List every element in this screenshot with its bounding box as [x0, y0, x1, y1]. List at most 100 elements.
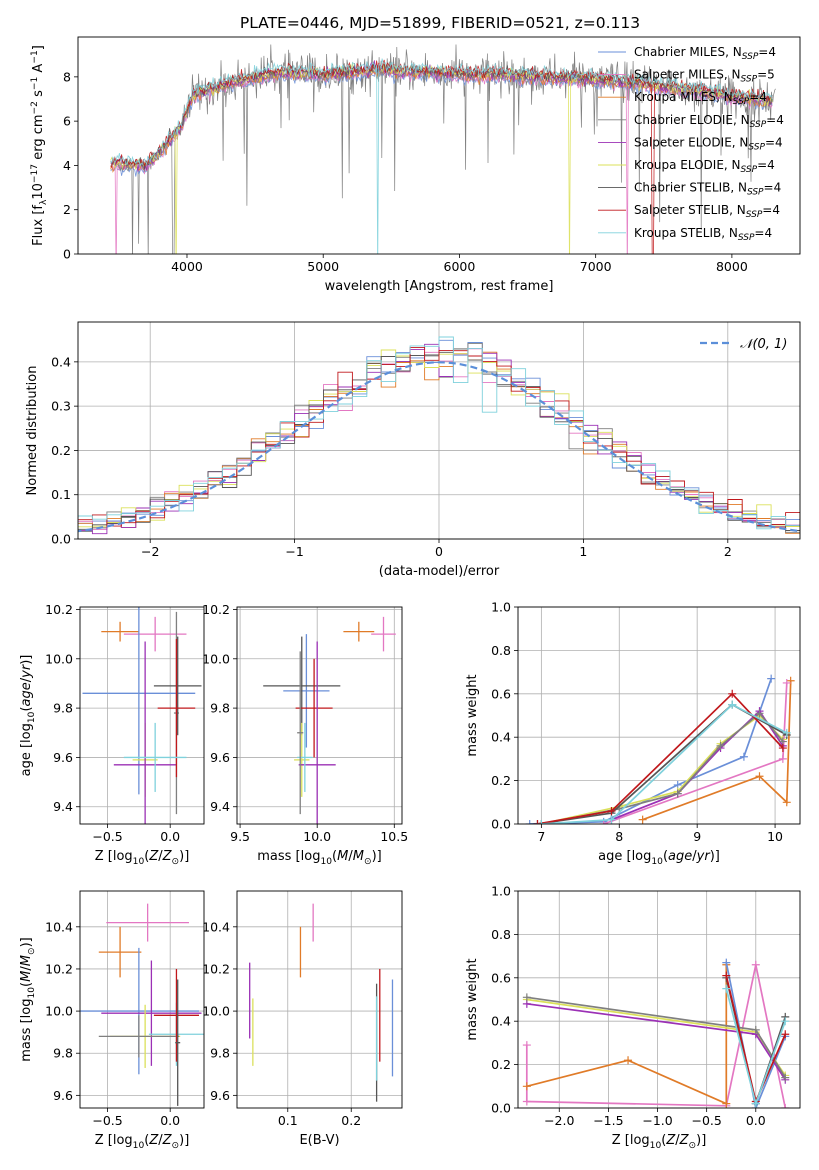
y-tick-label: 0.6 [491, 970, 511, 985]
data-point-marker [781, 1030, 790, 1039]
x-tick-label: 8000 [716, 259, 748, 274]
x-tick-label: 7000 [580, 259, 612, 274]
axes-frame [517, 606, 801, 825]
x-tick-label: 4000 [171, 259, 203, 274]
y-tick-label: 10.0 [45, 1004, 73, 1019]
x-tick-label: 0.1 [278, 1113, 298, 1128]
series-line [537, 703, 788, 824]
y-tick-label: 1.0 [491, 600, 511, 615]
y-tick-label: 0.4 [51, 354, 71, 369]
y-axis-label: Flux [fλ​10−17​ erg cm−2​ s−1​ A−1​] [30, 45, 49, 246]
data-point-marker [722, 984, 731, 993]
panel-mass-weight-vs-Z: −2.0 −1.5 −1.0 −0.5 0.0 0.0 0.2 0.4 0.6 0.8 1.0 Z [… [465, 884, 801, 1151]
series-line [525, 964, 787, 1108]
y-tick-label: 0.2 [51, 443, 71, 458]
panel-mass-vs-EBV: 0.1 0.2 9.6 9.8 10.0 10.2 10.4 E(B-V) [202, 890, 403, 1148]
data-point-marker [522, 1082, 531, 1091]
y-tick-label: 2 [63, 202, 71, 217]
x-tick-label: 9 [693, 829, 701, 844]
y-tick-label: 10.2 [202, 602, 230, 617]
axes-frame [77, 36, 801, 255]
x-tick-label: 10.0 [303, 829, 331, 844]
legend-entry-label: Kroupa ELODIE, NSSP=4 [634, 158, 775, 175]
legend-entry-label: Chabrier STELIB, NSSP=4 [634, 181, 781, 198]
data-point-marker [728, 700, 737, 709]
y-tick-label: 0 [63, 247, 71, 262]
plot-area [522, 958, 790, 1108]
data-point-marker [782, 728, 791, 737]
y-tick-label: 9.8 [53, 1046, 73, 1061]
data-point-marker [522, 1097, 531, 1106]
x-tick-label: 6000 [444, 259, 476, 274]
y-tick-label: 1.0 [491, 884, 511, 899]
x-axis-label: (data-model)/error [379, 564, 500, 579]
data-point-marker [755, 772, 764, 781]
data-point-marker [786, 676, 795, 685]
axes-frame [236, 890, 403, 1109]
x-tick-label: 10.5 [380, 829, 408, 844]
x-axis-label: Z [log10​(Z/Z⊙​)] [95, 849, 190, 867]
series-line [642, 680, 792, 821]
axes-frame [79, 890, 205, 1109]
data-point-marker [781, 1073, 790, 1082]
data-point-marker [755, 709, 764, 718]
y-tick-label: 0.8 [491, 927, 511, 942]
series-line [537, 692, 784, 824]
axes-frame [79, 606, 205, 825]
plot-area [110, 44, 776, 254]
x-tick-label: 10 [767, 829, 783, 844]
y-tick-label: 0.4 [491, 1014, 511, 1029]
x-tick-label: −1.5 [593, 1113, 623, 1128]
data-point-marker [778, 754, 787, 763]
x-tick-label: −0.5 [92, 1113, 122, 1128]
y-tick-label: 10.2 [45, 961, 73, 976]
y-axis-label: mass [log10​(M/M⊙​)] [19, 937, 37, 1061]
panel-residual-histogram: −2 −1 0 1 2 0.0 0.1 0.2 0.3 0.4 (data-model)/error… [25, 321, 801, 579]
data-point-marker [782, 798, 791, 807]
x-axis-label: wavelength [Angstrom, rest frame] [325, 279, 554, 294]
spectrum-model-line [110, 59, 773, 254]
y-tick-label: 10.0 [202, 1004, 230, 1019]
data-point-marker [624, 1056, 633, 1065]
legend-entry-label: Chabrier ELODIE, NSSP=4 [634, 113, 784, 130]
x-tick-label: 0.0 [160, 829, 180, 844]
x-tick-label: 0.2 [341, 1113, 361, 1128]
legend-entry-label: 𝒩(0, 1) [740, 337, 787, 352]
y-axis-label: age [log10​(age/yr)] [19, 655, 37, 777]
y-tick-label: 0.0 [491, 1101, 511, 1116]
legend-entry-label: Salpeter STELIB, NSSP=4 [634, 203, 780, 220]
y-tick-label: 8 [63, 69, 71, 84]
y-tick-label: 9.8 [210, 1046, 230, 1061]
data-point-marker [739, 752, 748, 761]
y-tick-label: 10.4 [202, 919, 230, 934]
legend-entry-label: Salpeter ELODIE, NSSP=4 [634, 135, 783, 152]
x-axis-label: mass [log10​(M/M⊙​)] [257, 849, 381, 867]
y-tick-label: 10.4 [45, 919, 73, 934]
normal-reference-curve [78, 361, 800, 533]
y-tick-label: 9.4 [53, 799, 73, 814]
data-point-marker [722, 1099, 731, 1108]
panel-mass-vs-Z: −0.5 0.0 9.6 9.8 10.0 10.2 10.4 Z [log10​(Z/Z⊙​… [19, 890, 205, 1151]
x-axis-label: Z [log10​(Z/Z⊙​)] [612, 1133, 707, 1151]
x-tick-label: −0.5 [92, 829, 122, 844]
series-line [541, 703, 788, 824]
panel-age-vs-Z: −0.5 0.0 9.4 9.6 9.8 10.0 10.2 Z [log10​(Z/Z⊙​)… [19, 602, 205, 867]
x-tick-label: 7 [537, 829, 545, 844]
legend-entry-label: Kroupa MILES, NSSP=4 [634, 90, 767, 107]
data-point-marker [599, 820, 608, 824]
data-point-marker [673, 789, 682, 798]
x-tick-label: 1 [579, 544, 587, 559]
y-tick-label: 9.8 [210, 701, 230, 716]
y-tick-label: 0.1 [51, 487, 71, 502]
panel-mass-weight-vs-age: 7 8 9 10 0.0 0.2 0.4 0.6 0.8 1.0 age [log10​(age/y… [465, 600, 801, 867]
y-tick-label: 10.0 [45, 651, 73, 666]
x-axis-label: age [log10​(age/yr)] [598, 849, 720, 867]
y-tick-label: 9.6 [210, 1088, 230, 1103]
y-tick-label: 0.4 [491, 730, 511, 745]
data-point-marker [638, 815, 647, 824]
x-tick-label: −1 [285, 544, 303, 559]
x-tick-label: 2 [724, 544, 732, 559]
data-point-marker [525, 820, 534, 824]
y-tick-label: 9.6 [53, 1088, 73, 1103]
